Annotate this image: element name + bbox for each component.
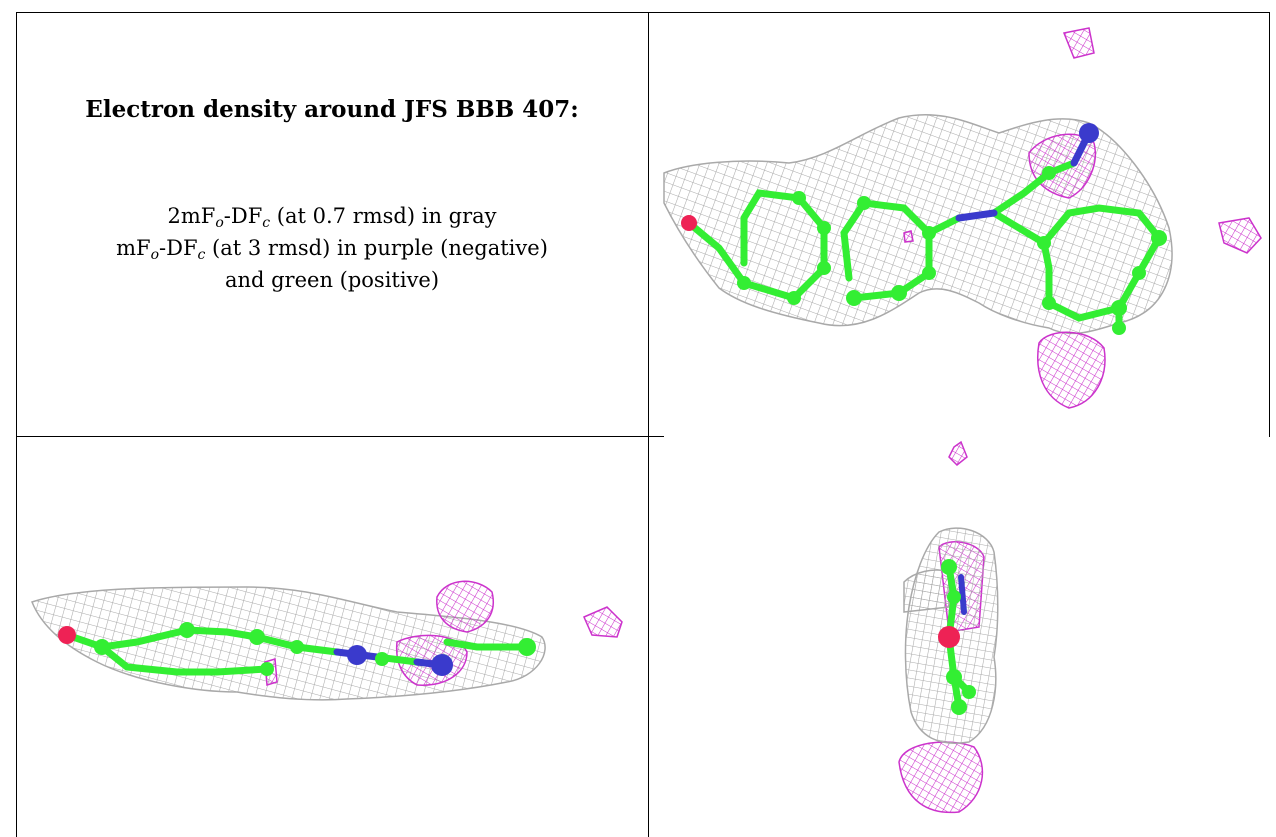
density-end-view <box>898 440 999 814</box>
legend-line-2fo-fc: 2mFo-DFc (at 0.7 rmsd) in gray <box>167 204 497 231</box>
table-row-divider-right <box>636 436 664 437</box>
density-top-view <box>663 27 1262 409</box>
ligand-atoms-side <box>58 622 536 676</box>
caption-legend: 2mFo-DFc (at 0.7 rmsd) in gray mFo-DFc (… <box>16 200 648 296</box>
table-row-divider <box>16 436 648 437</box>
table-middle-border <box>648 12 649 837</box>
table-top-border <box>16 12 1270 13</box>
ligand-atoms-end <box>938 559 976 715</box>
ligand-n-bonds-end <box>958 574 967 615</box>
legend-line-fo-fc: mFo-DFc (at 3 rmsd) in purple (negative) <box>116 236 548 263</box>
purple-mesh-top <box>903 27 1262 409</box>
caption-title: Electron density around JFS BBB 407: <box>85 96 579 123</box>
table-right-border <box>1269 12 1270 437</box>
table-left-border <box>16 12 17 837</box>
ligand-bonds-side <box>63 626 531 676</box>
caption-cell: Electron density around JFS BBB 407: 2mF… <box>16 0 648 435</box>
ligand-atoms-top <box>681 123 1167 335</box>
legend-line-positive: and green (positive) <box>224 268 440 292</box>
density-side-view <box>31 580 623 701</box>
